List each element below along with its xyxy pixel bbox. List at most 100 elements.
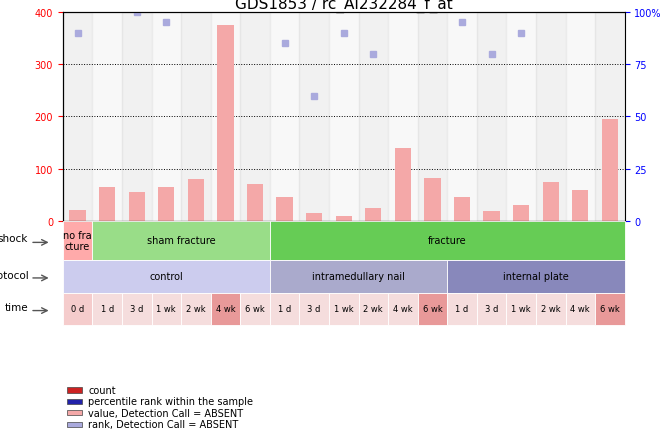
Text: fracture: fracture xyxy=(428,236,467,246)
Bar xyxy=(67,388,83,393)
Bar xyxy=(247,185,263,221)
Bar xyxy=(477,293,506,326)
Text: 6 wk: 6 wk xyxy=(422,305,442,314)
Bar xyxy=(543,182,559,221)
Text: 2 wk: 2 wk xyxy=(541,305,561,314)
Bar xyxy=(63,221,93,260)
Bar xyxy=(122,13,151,221)
Bar xyxy=(188,180,204,221)
Text: 6 wk: 6 wk xyxy=(245,305,265,314)
Bar xyxy=(483,212,500,221)
Text: 1 wk: 1 wk xyxy=(512,305,531,314)
Bar xyxy=(454,198,470,221)
Bar xyxy=(424,179,441,221)
Bar xyxy=(240,293,270,326)
Text: 3 d: 3 d xyxy=(130,305,143,314)
Bar xyxy=(306,214,323,221)
Bar xyxy=(181,293,211,326)
Bar xyxy=(536,13,566,221)
Bar xyxy=(69,211,86,221)
Bar xyxy=(63,260,270,293)
Title: GDS1853 / rc_AI232284_f_at: GDS1853 / rc_AI232284_f_at xyxy=(235,0,453,13)
Text: 1 wk: 1 wk xyxy=(334,305,354,314)
Bar xyxy=(395,148,411,221)
Text: 6 wk: 6 wk xyxy=(600,305,620,314)
Text: count: count xyxy=(89,385,116,395)
Bar xyxy=(211,293,240,326)
Bar xyxy=(99,187,115,221)
Bar xyxy=(566,293,595,326)
Bar xyxy=(270,13,299,221)
Bar xyxy=(602,120,618,221)
Bar xyxy=(513,206,529,221)
Bar xyxy=(63,13,93,221)
Bar xyxy=(67,410,83,415)
Text: 1 d: 1 d xyxy=(100,305,114,314)
Text: 1 d: 1 d xyxy=(278,305,292,314)
Bar xyxy=(418,293,447,326)
Text: rank, Detection Call = ABSENT: rank, Detection Call = ABSENT xyxy=(89,419,239,429)
Bar xyxy=(388,293,418,326)
Bar xyxy=(181,13,211,221)
Bar xyxy=(536,293,566,326)
Text: 1 d: 1 d xyxy=(455,305,469,314)
Text: no fra
cture: no fra cture xyxy=(63,230,92,252)
Bar xyxy=(506,293,536,326)
Bar xyxy=(418,13,447,221)
Text: 3 d: 3 d xyxy=(485,305,498,314)
Bar xyxy=(270,260,447,293)
Bar xyxy=(336,216,352,221)
Bar xyxy=(447,260,625,293)
Text: internal plate: internal plate xyxy=(503,272,569,282)
Bar xyxy=(270,221,625,260)
Bar xyxy=(595,13,625,221)
Bar xyxy=(572,190,588,221)
Bar xyxy=(240,13,270,221)
Bar xyxy=(151,293,181,326)
Bar xyxy=(506,13,536,221)
Text: 4 wk: 4 wk xyxy=(215,305,235,314)
Bar xyxy=(388,13,418,221)
Bar xyxy=(447,13,477,221)
Text: 2 wk: 2 wk xyxy=(364,305,383,314)
Bar xyxy=(122,293,151,326)
Bar xyxy=(329,13,358,221)
Bar xyxy=(151,13,181,221)
Bar xyxy=(217,26,233,221)
Text: 4 wk: 4 wk xyxy=(570,305,590,314)
Text: percentile rank within the sample: percentile rank within the sample xyxy=(89,397,253,407)
Bar xyxy=(93,13,122,221)
Text: protocol: protocol xyxy=(0,270,28,280)
Text: intramedullary nail: intramedullary nail xyxy=(312,272,405,282)
Bar xyxy=(358,293,388,326)
Text: value, Detection Call = ABSENT: value, Detection Call = ABSENT xyxy=(89,408,243,418)
Text: time: time xyxy=(5,302,28,312)
Text: 1 wk: 1 wk xyxy=(157,305,176,314)
Bar xyxy=(358,13,388,221)
Bar xyxy=(566,13,595,221)
Text: 0 d: 0 d xyxy=(71,305,84,314)
Bar xyxy=(93,221,270,260)
Bar xyxy=(67,399,83,404)
Bar xyxy=(299,293,329,326)
Text: sham fracture: sham fracture xyxy=(147,236,215,246)
Text: control: control xyxy=(149,272,183,282)
Bar xyxy=(93,293,122,326)
Text: 3 d: 3 d xyxy=(307,305,321,314)
Bar xyxy=(477,13,506,221)
Bar xyxy=(67,422,83,427)
Text: 2 wk: 2 wk xyxy=(186,305,206,314)
Bar xyxy=(447,293,477,326)
Bar xyxy=(129,193,145,221)
Text: 4 wk: 4 wk xyxy=(393,305,412,314)
Bar xyxy=(329,293,358,326)
Bar xyxy=(276,198,293,221)
Bar xyxy=(63,293,93,326)
Text: shock: shock xyxy=(0,234,28,244)
Bar xyxy=(158,187,175,221)
Bar xyxy=(299,13,329,221)
Bar xyxy=(595,293,625,326)
Bar xyxy=(211,13,240,221)
Bar xyxy=(270,293,299,326)
Bar xyxy=(365,208,381,221)
